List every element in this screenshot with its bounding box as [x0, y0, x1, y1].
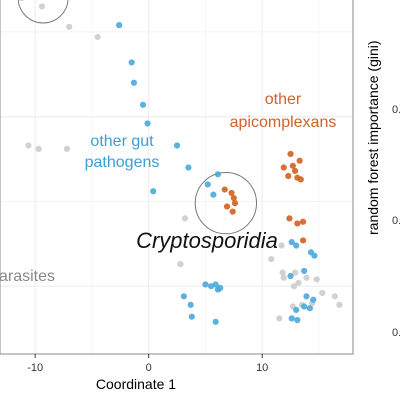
- data-point-grey: [280, 274, 287, 281]
- data-point-apicomplexan: [299, 237, 307, 244]
- data-point-grey: [63, 145, 71, 152]
- data-point-gut: [293, 306, 300, 314]
- data-point-grey: [19, 0, 24, 2]
- data-point-apicomplexan: [280, 164, 287, 171]
- data-point-apicomplexan: [289, 162, 296, 169]
- data-point-grey: [35, 145, 42, 152]
- data-point-grey: [295, 279, 302, 286]
- data-point-gut: [130, 79, 138, 86]
- annotation-apicomplexans-line1: other: [265, 91, 302, 108]
- data-point-grey: [336, 301, 343, 308]
- data-point-gut: [212, 281, 219, 288]
- secondary-axis-tick-label: 0.2: [392, 215, 400, 227]
- data-point-gut: [212, 318, 219, 325]
- data-point-gut: [217, 284, 224, 291]
- data-point-gut: [180, 293, 187, 300]
- data-point-gut: [202, 281, 209, 288]
- data-point-grey: [331, 293, 338, 300]
- data-point-grey: [268, 255, 275, 263]
- data-point-grey: [276, 315, 283, 322]
- data-point-apicomplexan: [228, 189, 235, 197]
- data-point-gut: [301, 303, 308, 310]
- data-point-grey: [25, 142, 32, 149]
- highlight-circles: [17, 0, 258, 235]
- x-axis-title: Coordinate 1: [96, 376, 176, 392]
- data-point-gut: [204, 181, 211, 188]
- data-point-apicomplexan: [230, 194, 237, 202]
- data-point-grey: [38, 3, 46, 10]
- data-point-grey: [319, 289, 326, 297]
- annotation-cryptosporidia: Cryptosporidia: [136, 228, 278, 253]
- data-point-gut: [287, 272, 294, 280]
- data-point-grey: [177, 261, 184, 268]
- data-point-apicomplexan: [297, 176, 304, 183]
- data-point-grey: [181, 215, 189, 222]
- data-point-apicomplexan: [285, 172, 292, 180]
- data-point-gut: [303, 293, 310, 300]
- panel-border: [0, 0, 354, 355]
- data-point-grey: [290, 283, 298, 290]
- annotation-apicomplexans-line2: apicomplexans: [230, 114, 337, 131]
- data-point-gut: [144, 120, 151, 127]
- data-point-gut: [310, 296, 317, 303]
- data-points: [19, 0, 343, 325]
- data-point-grey: [94, 33, 101, 41]
- data-point-grey: [303, 274, 310, 281]
- data-point-gut: [185, 164, 192, 171]
- x-tick-label: 0: [146, 362, 152, 374]
- data-point-apicomplexan: [299, 218, 307, 225]
- data-point-apicomplexan: [231, 200, 239, 207]
- x-tick-label: 10: [256, 362, 268, 374]
- data-point-apicomplexan: [221, 186, 228, 193]
- data-point-grey: [313, 276, 320, 283]
- data-point-gut: [188, 313, 195, 320]
- data-point-gut: [173, 142, 181, 149]
- data-point-apicomplexan: [229, 208, 236, 215]
- data-point-gut: [288, 239, 295, 246]
- annotation-other-parasites-partial: arasites: [0, 268, 55, 285]
- data-point-gut: [139, 101, 147, 108]
- highlight-circle: [194, 171, 258, 235]
- data-point-grey: [279, 269, 286, 276]
- data-point-gut: [294, 316, 301, 324]
- x-axis: -10 0 10: [27, 354, 268, 374]
- secondary-axis-tick-label: 0.4: [392, 104, 400, 116]
- grid-lines: [0, 0, 353, 354]
- data-point-gut: [214, 171, 222, 178]
- data-point-gut: [301, 267, 308, 275]
- data-point-apicomplexan: [292, 167, 299, 175]
- data-point-apicomplexan: [223, 203, 231, 210]
- data-point-apicomplexan: [294, 220, 301, 227]
- data-point-gut: [293, 242, 300, 249]
- secondary-axis-tick-label: 0.0: [392, 327, 400, 339]
- annotation-gut-pathogens-line1: other gut: [90, 133, 154, 150]
- highlight-circle: [17, 0, 69, 24]
- data-point-grey: [66, 23, 73, 30]
- data-point-gut: [288, 315, 295, 322]
- data-point-grey: [278, 242, 285, 249]
- data-point-gut: [306, 305, 313, 312]
- data-point-gut: [128, 59, 135, 66]
- data-point-apicomplexan: [287, 150, 294, 158]
- data-point-grey: [292, 269, 299, 276]
- data-point-gut: [187, 301, 194, 308]
- secondary-axis-title: random forest importance (gini): [365, 40, 381, 235]
- data-point-apicomplexan: [286, 215, 293, 222]
- data-point-gut: [116, 22, 123, 29]
- data-point-apicomplexan: [296, 157, 303, 164]
- annotation-gut-pathogens-line2: pathogens: [85, 154, 160, 171]
- data-point-gut: [311, 252, 318, 259]
- x-tick-label: -10: [27, 362, 43, 374]
- data-point-gut: [150, 188, 157, 195]
- data-point-gut: [210, 191, 217, 198]
